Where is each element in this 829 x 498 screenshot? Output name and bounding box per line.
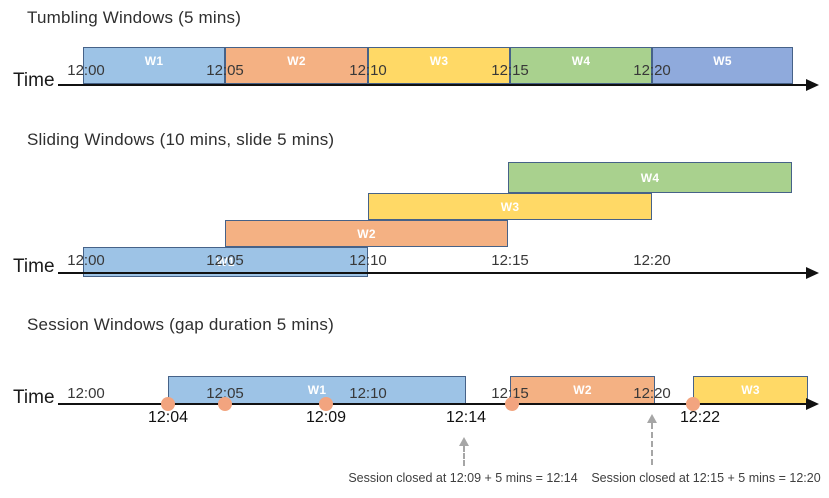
window-label: W4: [571, 54, 591, 68]
tumbling-timeline-arrowhead-icon: [806, 79, 819, 91]
session-tick: 12:05: [206, 385, 244, 402]
sliding-tick: 12:00: [67, 252, 105, 269]
arrow-up-head-icon: [647, 414, 657, 423]
sliding-window-w3: W3: [368, 193, 652, 220]
session-time-label: Time: [13, 387, 55, 408]
tumbling-window-w2: W2: [225, 47, 368, 84]
event-dot: [686, 397, 700, 411]
session-closed-annotation: Session closed at 12:09 + 5 mins = 12:14: [348, 471, 578, 485]
tumbling-window-w4: W4: [510, 47, 652, 84]
session-closed-annotation: Session closed at 12:15 + 5 mins = 12:20: [591, 471, 821, 485]
session-tick: 12:00: [67, 385, 105, 402]
window-label: W2: [357, 226, 376, 241]
event-dot: [505, 397, 519, 411]
arrow-dashed-shaft: [463, 446, 465, 466]
event-time-label: 12:04: [147, 409, 189, 426]
window-label: W3: [500, 199, 520, 214]
sliding-section-title: Sliding Windows (10 mins, slide 5 mins): [27, 130, 335, 149]
event-dot: [161, 397, 175, 411]
sliding-timeline: [58, 272, 808, 274]
sliding-timeline-arrowhead-icon: [806, 267, 819, 279]
tumbling-tick: 12:20: [633, 62, 671, 79]
window-label: W1: [307, 383, 327, 397]
session-timeline: [58, 403, 808, 405]
arrow-dashed-shaft: [651, 423, 653, 465]
event-dot: [319, 397, 333, 411]
window-label: W1: [144, 54, 164, 68]
event-dot: [218, 397, 232, 411]
session-section-title: Session Windows (gap duration 5 mins): [27, 315, 334, 334]
tumbling-tick: 12:15: [491, 62, 529, 79]
tumbling-tick: 12:10: [349, 62, 387, 79]
tumbling-section-title: Tumbling Windows (5 mins): [27, 8, 242, 27]
session-tick: 12:15: [491, 385, 529, 402]
sliding-window-w2: W2: [225, 220, 508, 247]
sliding-window-w4: W4: [508, 162, 792, 193]
session-timeline-arrowhead-icon: [806, 398, 819, 410]
event-time-label: 12:09: [305, 409, 347, 426]
session-window-w3: W3: [693, 376, 808, 404]
sliding-tick: 12:10: [349, 252, 387, 269]
window-label: W4: [640, 170, 660, 185]
event-time-label: 12:22: [679, 409, 721, 426]
tumbling-tick: 12:00: [67, 62, 105, 79]
session-tick: 12:10: [349, 385, 387, 402]
tumbling-tick: 12:05: [206, 62, 244, 79]
window-label: W2: [573, 383, 592, 397]
window-label: W1: [216, 255, 235, 269]
tumbling-time-label: Time: [13, 70, 55, 91]
sliding-tick: 12:15: [491, 252, 529, 269]
session-window-w1: W1: [168, 376, 466, 404]
event-time-label: 12:14: [445, 409, 487, 426]
window-label: W5: [713, 54, 732, 68]
sliding-time-label: Time: [13, 256, 55, 277]
window-label: W3: [741, 383, 760, 397]
arrow-up-head-icon: [459, 437, 469, 446]
tumbling-timeline: [58, 84, 808, 86]
tumbling-window-w5: W5: [652, 47, 793, 84]
sliding-tick: 12:05: [206, 252, 244, 269]
sliding-tick: 12:20: [633, 252, 671, 269]
window-label: W3: [429, 54, 449, 68]
session-tick: 12:20: [633, 385, 671, 402]
tumbling-window-w1: W1: [83, 47, 225, 84]
window-label: W2: [287, 54, 306, 68]
tumbling-window-w3: W3: [368, 47, 510, 84]
